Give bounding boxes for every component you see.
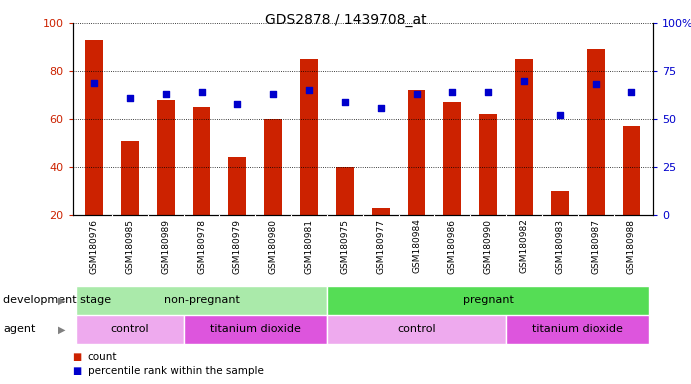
Bar xyxy=(184,315,327,344)
Text: ■: ■ xyxy=(73,352,85,362)
Point xyxy=(232,101,243,107)
Point xyxy=(590,81,601,88)
Point xyxy=(160,91,171,97)
Bar xyxy=(193,107,211,215)
Text: GSM180985: GSM180985 xyxy=(125,218,134,273)
Text: non-pregnant: non-pregnant xyxy=(164,295,240,306)
Bar xyxy=(76,315,184,344)
Point xyxy=(267,91,278,97)
Text: titanium dioxide: titanium dioxide xyxy=(210,324,301,334)
Point xyxy=(447,89,458,95)
Bar xyxy=(372,208,390,215)
Text: agent: agent xyxy=(3,324,36,334)
Text: GSM180981: GSM180981 xyxy=(305,218,314,273)
Bar xyxy=(121,141,139,215)
Text: ■: ■ xyxy=(73,366,85,376)
Text: GSM180976: GSM180976 xyxy=(90,218,99,273)
Bar xyxy=(506,315,650,344)
Text: GSM180983: GSM180983 xyxy=(556,218,565,273)
Text: percentile rank within the sample: percentile rank within the sample xyxy=(88,366,264,376)
Text: GSM180987: GSM180987 xyxy=(591,218,600,273)
Bar xyxy=(587,50,605,215)
Point xyxy=(303,87,314,93)
Point xyxy=(626,89,637,95)
Text: development stage: development stage xyxy=(3,295,111,306)
Text: GSM180980: GSM180980 xyxy=(269,218,278,273)
Bar xyxy=(515,59,533,215)
Text: GSM180990: GSM180990 xyxy=(484,218,493,273)
Bar xyxy=(157,100,175,215)
Bar xyxy=(327,315,506,344)
Bar xyxy=(623,126,641,215)
Bar xyxy=(551,191,569,215)
Text: titanium dioxide: titanium dioxide xyxy=(532,324,623,334)
Text: GSM180982: GSM180982 xyxy=(520,218,529,273)
Bar xyxy=(480,114,497,215)
Bar xyxy=(264,119,282,215)
Bar xyxy=(327,286,650,315)
Bar xyxy=(444,102,462,215)
Bar xyxy=(85,40,103,215)
Text: control: control xyxy=(111,324,149,334)
Bar xyxy=(229,157,246,215)
Text: GSM180986: GSM180986 xyxy=(448,218,457,273)
Point xyxy=(339,99,350,105)
Text: GDS2878 / 1439708_at: GDS2878 / 1439708_at xyxy=(265,13,426,27)
Bar xyxy=(336,167,354,215)
Text: ▶: ▶ xyxy=(58,295,66,306)
Text: control: control xyxy=(397,324,436,334)
Point xyxy=(482,89,493,95)
Point xyxy=(375,104,386,111)
Text: GSM180988: GSM180988 xyxy=(627,218,636,273)
Text: ▶: ▶ xyxy=(58,324,66,334)
Point xyxy=(518,78,529,84)
Bar xyxy=(408,90,426,215)
Point xyxy=(88,79,100,86)
Point xyxy=(124,95,135,101)
Point xyxy=(411,91,422,97)
Text: GSM180975: GSM180975 xyxy=(341,218,350,273)
Bar xyxy=(76,286,327,315)
Text: pregnant: pregnant xyxy=(463,295,513,306)
Text: GSM180978: GSM180978 xyxy=(197,218,206,273)
Text: GSM180984: GSM180984 xyxy=(412,218,421,273)
Text: GSM180979: GSM180979 xyxy=(233,218,242,273)
Text: count: count xyxy=(88,352,117,362)
Text: GSM180977: GSM180977 xyxy=(376,218,385,273)
Text: GSM180989: GSM180989 xyxy=(161,218,170,273)
Point xyxy=(554,112,565,118)
Bar xyxy=(300,59,318,215)
Point xyxy=(196,89,207,95)
